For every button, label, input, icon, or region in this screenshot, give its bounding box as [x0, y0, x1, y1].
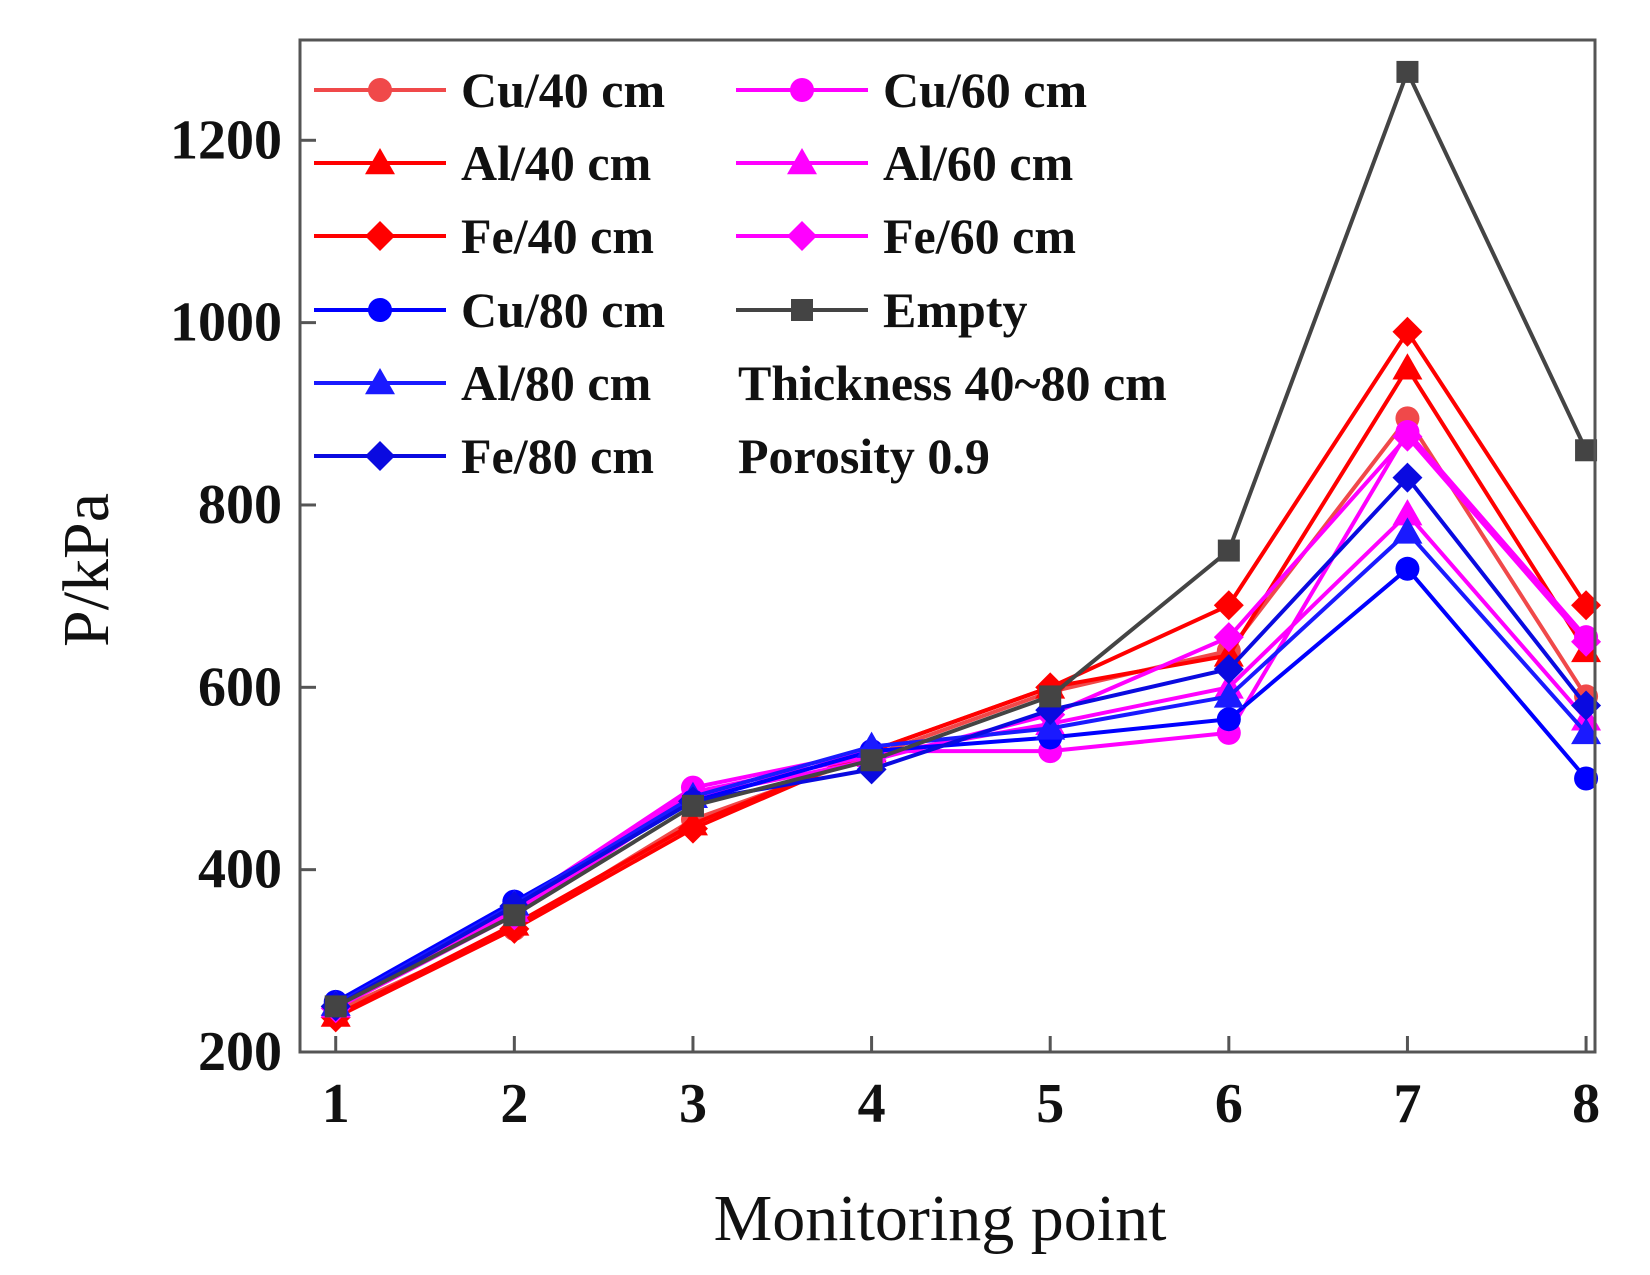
data-point: [1217, 539, 1240, 562]
legend-label: Fe/40 cm: [461, 208, 654, 264]
legend-item: Al/60 cm: [736, 135, 1073, 191]
x-tick-label: 4: [858, 1073, 886, 1135]
legend-swatch-marker: [365, 441, 395, 471]
series-layer: [320, 60, 1602, 1033]
annotation-text: Thickness 40~80 cm: [738, 355, 1167, 411]
legend: Cu/40 cm Al/40 cm Fe/40 cm Cu/80 cm Al/80 cm…: [314, 62, 1167, 484]
data-point: [1392, 499, 1423, 526]
legend-swatch-marker: [368, 298, 392, 322]
y-tick-label: 800: [198, 474, 282, 536]
legend-item: Fe/40 cm: [314, 208, 654, 264]
legend-label: Al/80 cm: [461, 355, 651, 411]
legend-swatch-marker: [787, 148, 817, 175]
data-point: [503, 904, 526, 927]
legend-item: Empty: [736, 282, 1027, 338]
legend-label: Cu/40 cm: [461, 62, 665, 118]
legend-swatch-marker: [368, 78, 392, 102]
data-point: [1392, 316, 1423, 347]
legend-item: Al/40 cm: [314, 135, 651, 191]
data-point: [1575, 439, 1598, 462]
data-point: [1392, 353, 1423, 380]
data-point: [1213, 654, 1244, 685]
legend-item: Fe/80 cm: [314, 428, 654, 484]
y-tick-label: 1200: [170, 109, 282, 171]
data-point: [1039, 685, 1062, 708]
legend-swatch-marker: [791, 299, 813, 321]
legend-label: Fe/60 cm: [883, 208, 1076, 264]
data-point: [1213, 681, 1244, 708]
data-point: [1392, 421, 1423, 452]
series-empty: [324, 60, 1598, 1018]
data-point: [1396, 60, 1419, 83]
data-point: [681, 794, 704, 817]
x-tick-label: 2: [500, 1073, 528, 1135]
legend-label: Al/40 cm: [461, 135, 651, 191]
x-tick-label: 3: [679, 1073, 707, 1135]
series-line: [334, 328, 1588, 1020]
y-tick-label: 1000: [170, 292, 282, 354]
data-point: [860, 749, 883, 772]
data-point: [1392, 462, 1423, 493]
legend-item: Cu/80 cm: [314, 282, 665, 338]
annotation-text: Porosity 0.9: [738, 428, 990, 484]
series-line: [334, 474, 1588, 1009]
x-tick-label: 6: [1215, 1073, 1243, 1135]
data-point: [324, 995, 347, 1018]
legend-swatch-marker: [365, 221, 395, 251]
legend-swatch-marker: [365, 148, 395, 175]
legend-swatch-marker: [787, 221, 817, 251]
data-point: [677, 813, 708, 844]
legend-label: Al/60 cm: [883, 135, 1073, 191]
legend-item: Cu/60 cm: [736, 62, 1087, 118]
plot-frame: [298, 38, 1597, 1054]
legend-swatch-marker: [365, 368, 395, 395]
legend-item: Al/80 cm: [314, 355, 651, 411]
x-tick-label: 8: [1572, 1073, 1600, 1135]
data-point: [1213, 590, 1244, 621]
legend-label: Cu/60 cm: [883, 62, 1087, 118]
data-point: [1395, 556, 1420, 581]
legend-swatch-marker: [790, 78, 814, 102]
x-tick-label: 7: [1393, 1073, 1421, 1135]
x-tick-label: 5: [1036, 1073, 1064, 1135]
data-point: [1035, 713, 1066, 740]
legend-label: Empty: [883, 282, 1027, 338]
y-axis-title: P/kPa: [50, 493, 123, 647]
axes-layer: 200 400 600 800 1000 1200 1 2 3 4 5 6 7 8: [170, 109, 1600, 1135]
y-tick-label: 200: [198, 1021, 282, 1083]
data-point: [1392, 517, 1423, 544]
legend-label: Cu/80 cm: [461, 282, 665, 338]
x-axis-title: Monitoring point: [714, 1182, 1167, 1255]
y-tick-label: 600: [198, 656, 282, 718]
series-line: [334, 66, 1588, 1009]
y-tick-label: 400: [198, 839, 282, 901]
data-point: [1216, 707, 1241, 732]
data-point: [1213, 622, 1244, 653]
data-point: [1574, 766, 1599, 791]
legend-label: Fe/80 cm: [461, 428, 654, 484]
x-tick-label: 1: [322, 1073, 350, 1135]
legend-item: Cu/40 cm: [314, 62, 665, 118]
legend-item: Fe/60 cm: [736, 208, 1076, 264]
